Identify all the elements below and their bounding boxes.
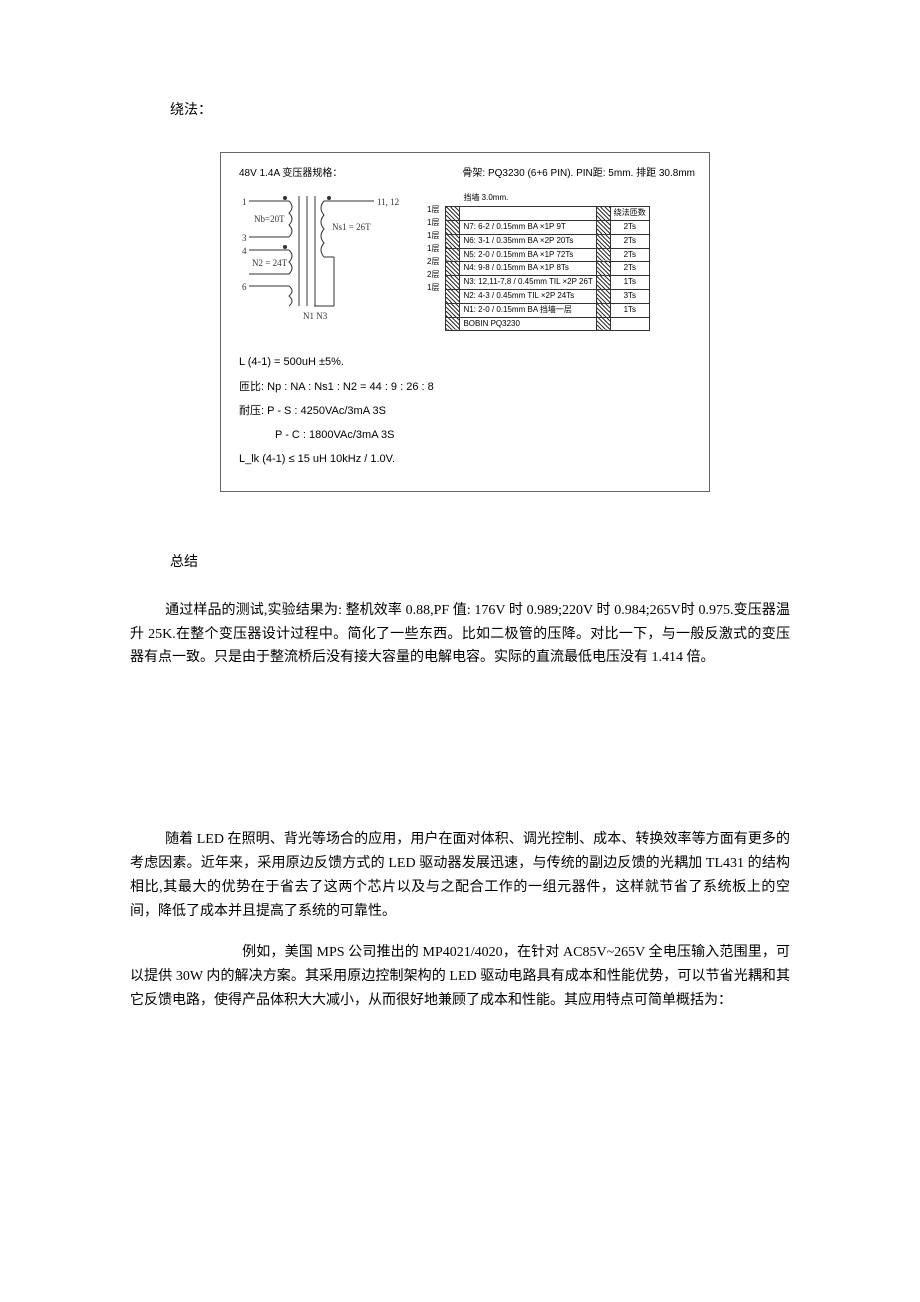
transformer-schematic: 1 3 4 6 11, 12 Nb=20T Ns1 = 26T N2 = 24T… xyxy=(239,186,409,336)
spec-inductance: L (4-1) = 500uH ±5%. xyxy=(239,350,695,374)
svg-text:1: 1 xyxy=(242,197,247,207)
svg-text:N1 N3: N1 N3 xyxy=(303,311,328,321)
paragraph-1: 通过样品的测试,实验结果为: 整机效率 0.88,PF 值: 176V 时 0.… xyxy=(130,599,790,670)
winding-stack-table: 绕法匝数 N7: 6-2 / 0.15mm BA ×1P 9T2TsN6: 3-… xyxy=(445,206,649,331)
paragraph-3: 例如，美国 MPS 公司推出的 MP4021/4020，在针对 AC85V~26… xyxy=(130,941,790,1012)
winding-stack: 1层1层1层1层2层2层1层 挡墙 3.0mm. 绕法匝数 N7: 6-2 / … xyxy=(427,192,695,336)
stack-row: N5: 2-0 / 0.15mm BA ×1P 72Ts2Ts xyxy=(446,248,649,262)
figure-specs: L (4-1) = 500uH ±5%. 匝比: Np : NA : Ns1 :… xyxy=(239,350,695,471)
svg-text:Nb=20T: Nb=20T xyxy=(254,214,285,224)
svg-text:N2 = 24T: N2 = 24T xyxy=(252,258,288,268)
bobbin-spec: 骨架: PQ3230 (6+6 PIN). PIN距: 5mm. 排距 30.8… xyxy=(462,167,695,180)
spec-ratio: 匝比: Np : NA : Ns1 : N2 = 44 : 9 : 26 : 8 xyxy=(239,375,695,399)
spec-leakage: L_lk (4-1) ≤ 15 uH 10kHz / 1.0V. xyxy=(239,447,695,471)
stack-row: N7: 6-2 / 0.15mm BA ×1P 9T2Ts xyxy=(446,220,649,234)
stack-row: N6: 3-1 / 0.35mm BA ×2P 20Ts2Ts xyxy=(446,234,649,248)
svg-text:3: 3 xyxy=(242,233,247,243)
stack-row: N2: 4-3 / 0.45mm TIL ×2P 24Ts3Ts xyxy=(446,289,649,303)
spec-hipot-ps: 耐压: P - S : 4250VAc/3mA 3S xyxy=(239,399,695,423)
stack-row: BOBIN PQ3230 xyxy=(446,317,649,331)
margin-label: 挡墙 3.0mm. xyxy=(445,192,649,205)
stack-row: N4: 9-8 / 0.15mm BA ×1P 8Ts2Ts xyxy=(446,262,649,276)
paragraph-2: 随着 LED 在照明、背光等场合的应用，用户在面对体积、调光控制、成本、转换效率… xyxy=(130,828,790,923)
svg-text:11, 12: 11, 12 xyxy=(377,197,399,207)
svg-text:4: 4 xyxy=(242,246,247,256)
summary-label: 总结 xyxy=(170,552,790,574)
transformer-spec-figure: 48V 1.4A 变压器规格： 骨架: PQ3230 (6+6 PIN). PI… xyxy=(220,152,710,492)
winding-method-label: 绕法： xyxy=(170,100,790,122)
svg-text:6: 6 xyxy=(242,282,247,292)
spec-hipot-pc: P - C : 1800VAc/3mA 3S xyxy=(239,423,695,447)
stack-row: N3: 12,11-7,8 / 0.45mm TIL ×2P 26T1Ts xyxy=(446,276,649,290)
figure-title: 48V 1.4A 变压器规格： xyxy=(239,167,342,180)
stack-row: N1: 2-0 / 0.15mm BA 挡墙一层1Ts xyxy=(446,303,649,317)
svg-text:Ns1 = 26T: Ns1 = 26T xyxy=(332,222,371,232)
